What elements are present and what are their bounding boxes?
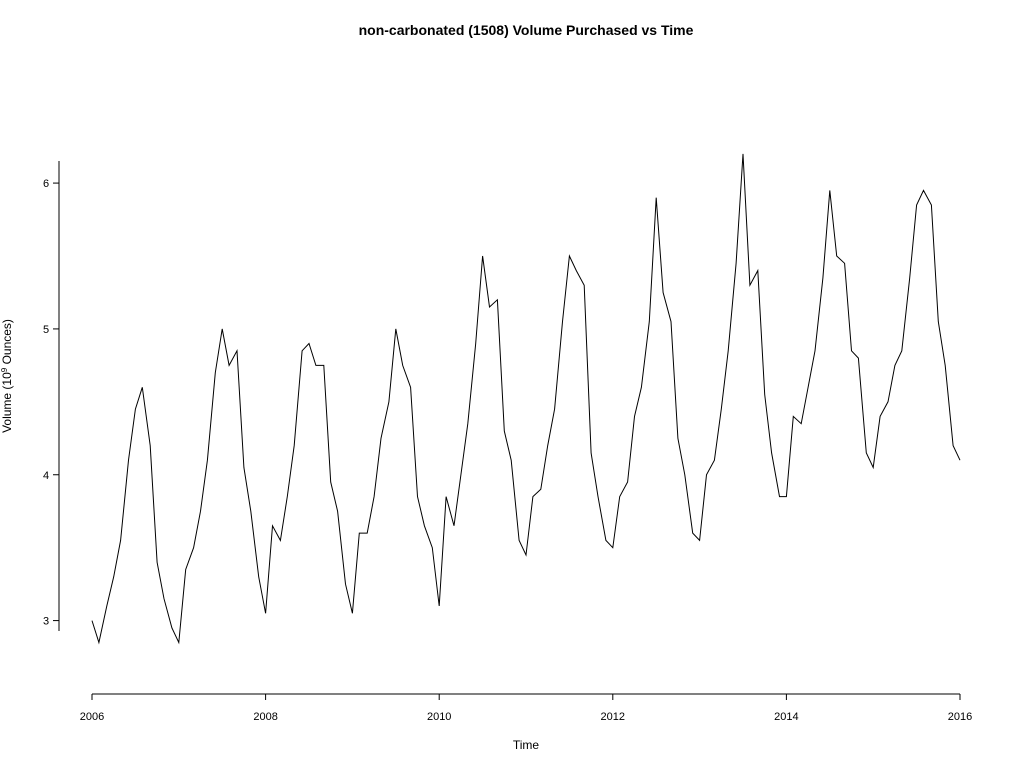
- y-tick-label: 5: [43, 324, 49, 336]
- series-line: [91, 153, 961, 645]
- y-axis-label-superscript: 9: [0, 367, 9, 372]
- y-axis-label-main: Volume (10: [0, 372, 14, 433]
- x-axis-label: Time: [513, 738, 540, 752]
- y-tick-label: 4: [43, 470, 49, 482]
- x-axis-ticks: 2006 2008 2010 2012 2014 2016: [80, 694, 972, 723]
- y-axis-label-tail: Ounces): [0, 319, 14, 368]
- x-tick-label: 2012: [601, 711, 625, 723]
- x-tick-label: 2006: [80, 711, 104, 723]
- x-tick-label: 2010: [427, 711, 451, 723]
- x-tick-label: 2008: [253, 711, 277, 723]
- chart-title: non-carbonated (1508) Volume Purchased v…: [359, 22, 694, 38]
- y-tick-label: 6: [43, 178, 49, 190]
- y-axis-label: Volume (109 Ounces): [0, 319, 14, 433]
- x-tick-label: 2016: [948, 711, 972, 723]
- x-tick-label: 2014: [774, 711, 798, 723]
- y-axis-ticks: 3 4 5 6: [43, 178, 59, 628]
- y-tick-label: 3: [43, 616, 49, 628]
